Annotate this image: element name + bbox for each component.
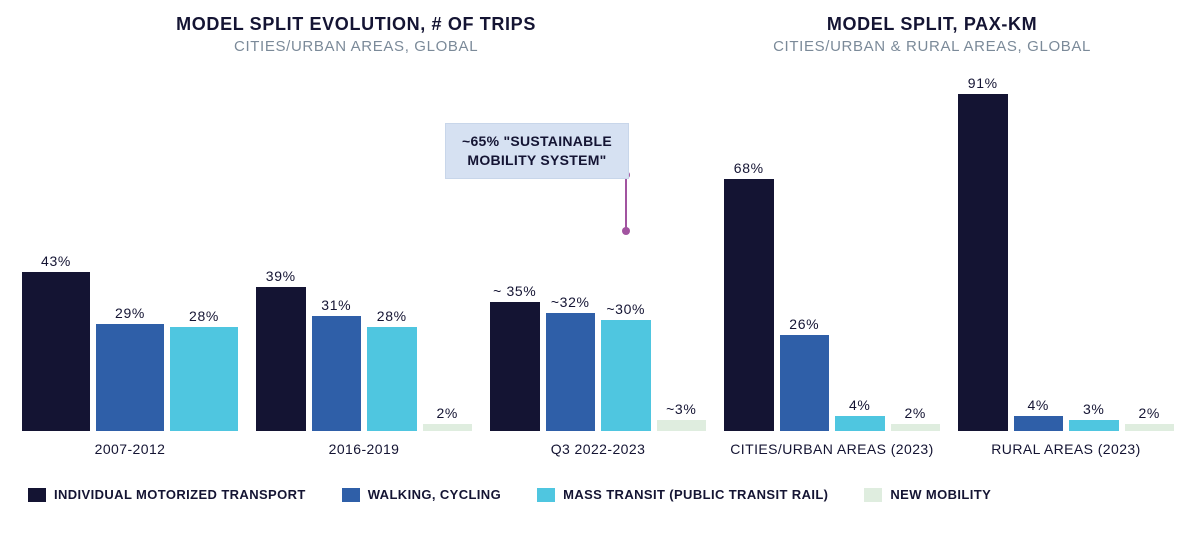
right-chart-subtitle: CITIES/URBAN & RURAL AREAS, GLOBAL bbox=[690, 38, 1174, 55]
bar-group: ~ 35% ~32% ~30% ~3% bbox=[490, 61, 706, 431]
legend-item: WALKING, CYCLING bbox=[342, 487, 501, 502]
legend-swatch-icon bbox=[342, 488, 360, 502]
bar bbox=[423, 424, 473, 431]
bar-value-label: 29% bbox=[115, 305, 145, 321]
legend-item: MASS TRANSIT (PUBLIC TRANSIT RAIL) bbox=[537, 487, 828, 502]
bar-wrap: 4% bbox=[1014, 397, 1064, 431]
bar-value-label: 39% bbox=[266, 268, 296, 284]
bar-value-label: ~3% bbox=[666, 401, 696, 417]
legend-label: NEW MOBILITY bbox=[890, 487, 991, 502]
legend-label: INDIVIDUAL MOTORIZED TRANSPORT bbox=[54, 487, 306, 502]
bar bbox=[724, 179, 774, 431]
bar-value-label: 26% bbox=[789, 316, 819, 332]
bar-wrap: ~ 35% bbox=[490, 283, 540, 432]
bar bbox=[891, 424, 941, 431]
bar-value-label: 3% bbox=[1083, 401, 1105, 417]
bar-value-label: ~30% bbox=[606, 301, 645, 317]
bar bbox=[958, 94, 1008, 431]
legend-swatch-icon bbox=[537, 488, 555, 502]
left-chart-subtitle: CITIES/URBAN AREAS, GLOBAL bbox=[22, 38, 690, 55]
bar-value-label: 4% bbox=[1027, 397, 1049, 413]
x-axis-label: Q3 2022-2023 bbox=[490, 441, 706, 457]
x-axis-labels: 2007-2012 2016-2019 Q3 2022-2023 CITIES/URB… bbox=[22, 441, 1174, 457]
bar-group: 68% 26% 4% 2% bbox=[724, 61, 940, 431]
bar bbox=[170, 327, 238, 431]
bar-wrap: ~32% bbox=[546, 294, 596, 431]
bar-value-label: 28% bbox=[189, 308, 219, 324]
legend-label: MASS TRANSIT (PUBLIC TRANSIT RAIL) bbox=[563, 487, 828, 502]
right-chart-title: MODEL SPLIT, PAX-KM bbox=[690, 14, 1174, 35]
legend-swatch-icon bbox=[864, 488, 882, 502]
legend-item: NEW MOBILITY bbox=[864, 487, 991, 502]
bar-wrap: 31% bbox=[312, 297, 362, 431]
bar bbox=[546, 313, 596, 431]
bar-value-label: ~32% bbox=[551, 294, 590, 310]
bar bbox=[96, 324, 164, 431]
annotation-callout: ~65% "SUSTAINABLE MOBILITY SYSTEM" bbox=[445, 123, 629, 179]
bar bbox=[1069, 420, 1119, 431]
bar-wrap: 39% bbox=[256, 268, 306, 431]
bar bbox=[256, 287, 306, 431]
bar-wrap: 2% bbox=[1125, 405, 1175, 431]
bar bbox=[1014, 416, 1064, 431]
legend-swatch-icon bbox=[28, 488, 46, 502]
plot-area: 43% 29% 28% 39% 31% 28% 2% ~ 35% ~32% ~30% ~3% 68% 2… bbox=[22, 61, 1174, 431]
bar-value-label: 4% bbox=[849, 397, 871, 413]
bar-value-label: 31% bbox=[321, 297, 351, 313]
bar bbox=[312, 316, 362, 431]
bar-value-label: 43% bbox=[41, 253, 71, 269]
annotation-connector-dot-icon bbox=[622, 227, 630, 235]
x-axis-label: 2007-2012 bbox=[22, 441, 238, 457]
bar-value-label: 2% bbox=[904, 405, 926, 421]
bar-wrap: 26% bbox=[780, 316, 830, 431]
bar-wrap: 4% bbox=[835, 397, 885, 431]
bar bbox=[835, 416, 885, 431]
bar bbox=[490, 302, 540, 432]
legend: INDIVIDUAL MOTORIZED TRANSPORT WALKING, C… bbox=[28, 487, 1174, 502]
left-titles: MODEL SPLIT EVOLUTION, # OF TRIPS CITIES… bbox=[22, 14, 690, 55]
annotation-connector-line bbox=[625, 175, 627, 231]
bar bbox=[601, 320, 651, 431]
bar-wrap: 28% bbox=[367, 308, 417, 431]
bar-wrap: 68% bbox=[724, 160, 774, 431]
bar bbox=[22, 272, 90, 431]
legend-label: WALKING, CYCLING bbox=[368, 487, 501, 502]
bar-wrap: 2% bbox=[891, 405, 941, 431]
bar-wrap: 91% bbox=[958, 75, 1008, 431]
bar-wrap: 43% bbox=[22, 253, 90, 431]
x-axis-label: RURAL AREAS (2023) bbox=[958, 441, 1174, 457]
bar-wrap: 3% bbox=[1069, 401, 1119, 431]
right-titles: MODEL SPLIT, PAX-KM CITIES/URBAN & RURAL… bbox=[690, 14, 1174, 55]
x-axis-label: CITIES/URBAN AREAS (2023) bbox=[724, 441, 940, 457]
bar-wrap: ~3% bbox=[657, 401, 707, 431]
bar bbox=[657, 420, 707, 431]
bar-wrap: 29% bbox=[96, 305, 164, 431]
bar-value-label: ~ 35% bbox=[493, 283, 536, 299]
bar-value-label: 2% bbox=[436, 405, 458, 421]
bar-group: 43% 29% 28% bbox=[22, 61, 238, 431]
bar-wrap: 28% bbox=[170, 308, 238, 431]
bar-value-label: 91% bbox=[968, 75, 998, 91]
legend-item: INDIVIDUAL MOTORIZED TRANSPORT bbox=[28, 487, 306, 502]
annotation-text: ~65% "SUSTAINABLE MOBILITY SYSTEM" bbox=[462, 133, 612, 168]
plot-wrap: 43% 29% 28% 39% 31% 28% 2% ~ 35% ~32% ~30% ~3% 68% 2… bbox=[22, 61, 1174, 461]
bar-wrap: ~30% bbox=[601, 301, 651, 431]
bar-value-label: 28% bbox=[377, 308, 407, 324]
bar bbox=[367, 327, 417, 431]
bar-wrap: 2% bbox=[423, 405, 473, 431]
bar-group: 39% 31% 28% 2% bbox=[256, 61, 472, 431]
x-axis-label: 2016-2019 bbox=[256, 441, 472, 457]
bar-value-label: 2% bbox=[1138, 405, 1160, 421]
bar bbox=[1125, 424, 1175, 431]
bar-group: 91% 4% 3% 2% bbox=[958, 61, 1174, 431]
left-chart-title: MODEL SPLIT EVOLUTION, # OF TRIPS bbox=[22, 14, 690, 35]
bar bbox=[780, 335, 830, 431]
bar-value-label: 68% bbox=[734, 160, 764, 176]
